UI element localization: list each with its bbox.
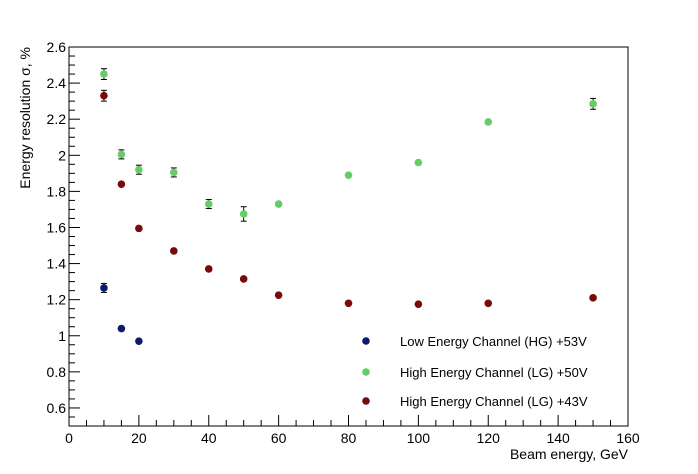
data-point — [274, 291, 283, 299]
x-tick-label: 40 — [201, 430, 217, 446]
legend-marker — [362, 368, 370, 376]
x-tick-label: 120 — [477, 430, 501, 446]
y-tick-label: 1.8 — [47, 183, 67, 199]
data-point — [135, 224, 143, 233]
legend-label: High Energy Channel (LG) +43V — [400, 394, 588, 409]
y-tick-label: 1 — [58, 328, 66, 344]
data-point — [100, 91, 108, 100]
data-point — [204, 265, 213, 273]
data-point — [484, 299, 493, 308]
series-1 — [100, 282, 143, 345]
legend-label: Low Energy Channel (HG) +53V — [400, 334, 587, 349]
data-point — [344, 299, 353, 308]
x-tick-label: 0 — [65, 430, 73, 446]
data-point — [274, 200, 283, 208]
y-axis-tick-labels: 0.6 0.8 1 1.2 1.4 1.6 1.8 2 2.2 2.4 2.6 — [47, 39, 67, 416]
y-tick-label: 2.6 — [47, 39, 67, 55]
legend-label: High Energy Channel (LG) +50V — [400, 365, 588, 380]
x-tick-label: 160 — [616, 430, 640, 446]
data-series — [100, 68, 597, 345]
data-point — [344, 171, 353, 179]
data-point — [484, 118, 493, 126]
data-point — [414, 300, 423, 308]
y-axis-ticks — [69, 46, 80, 427]
data-point — [414, 158, 423, 167]
series-2 — [100, 68, 597, 222]
data-point — [117, 180, 126, 188]
data-point — [239, 210, 248, 218]
data-point — [100, 70, 108, 78]
legend-marker — [362, 397, 370, 405]
y-tick-label: 0.6 — [47, 400, 67, 416]
data-point — [117, 324, 126, 333]
y-tick-label: 2.2 — [47, 111, 67, 127]
x-tick-label: 20 — [131, 430, 147, 446]
data-point — [170, 168, 178, 177]
x-axis-title: Beam energy, GeV — [510, 446, 629, 462]
x-tick-label: 140 — [546, 430, 570, 446]
y-tick-label: 1.2 — [47, 292, 67, 308]
legend-marker — [362, 337, 370, 345]
data-point — [589, 100, 597, 108]
data-point — [117, 150, 126, 159]
data-point — [100, 284, 108, 292]
legend: Low Energy Channel (HG) +53V High Energy … — [362, 334, 588, 409]
y-tick-label: 1.6 — [47, 219, 67, 235]
y-axis-title: Energy resolution σ, % — [17, 47, 33, 189]
data-point — [239, 275, 248, 283]
x-axis-tick-labels: 0 20 40 60 80 100 120 140 160 — [65, 430, 640, 446]
y-tick-label: 2.4 — [47, 75, 67, 91]
data-point — [135, 337, 143, 345]
data-point — [589, 294, 597, 302]
data-point — [204, 200, 213, 208]
y-tick-label: 2 — [58, 147, 66, 163]
y-tick-label: 1.4 — [47, 256, 67, 272]
series-3 — [100, 89, 597, 308]
data-point — [170, 247, 178, 255]
x-tick-label: 80 — [341, 430, 357, 446]
y-tick-label: 0.8 — [47, 364, 67, 380]
x-tick-label: 100 — [407, 430, 431, 446]
x-tick-label: 60 — [271, 430, 287, 446]
data-point — [135, 165, 143, 174]
x-axis-ticks — [68, 415, 629, 426]
